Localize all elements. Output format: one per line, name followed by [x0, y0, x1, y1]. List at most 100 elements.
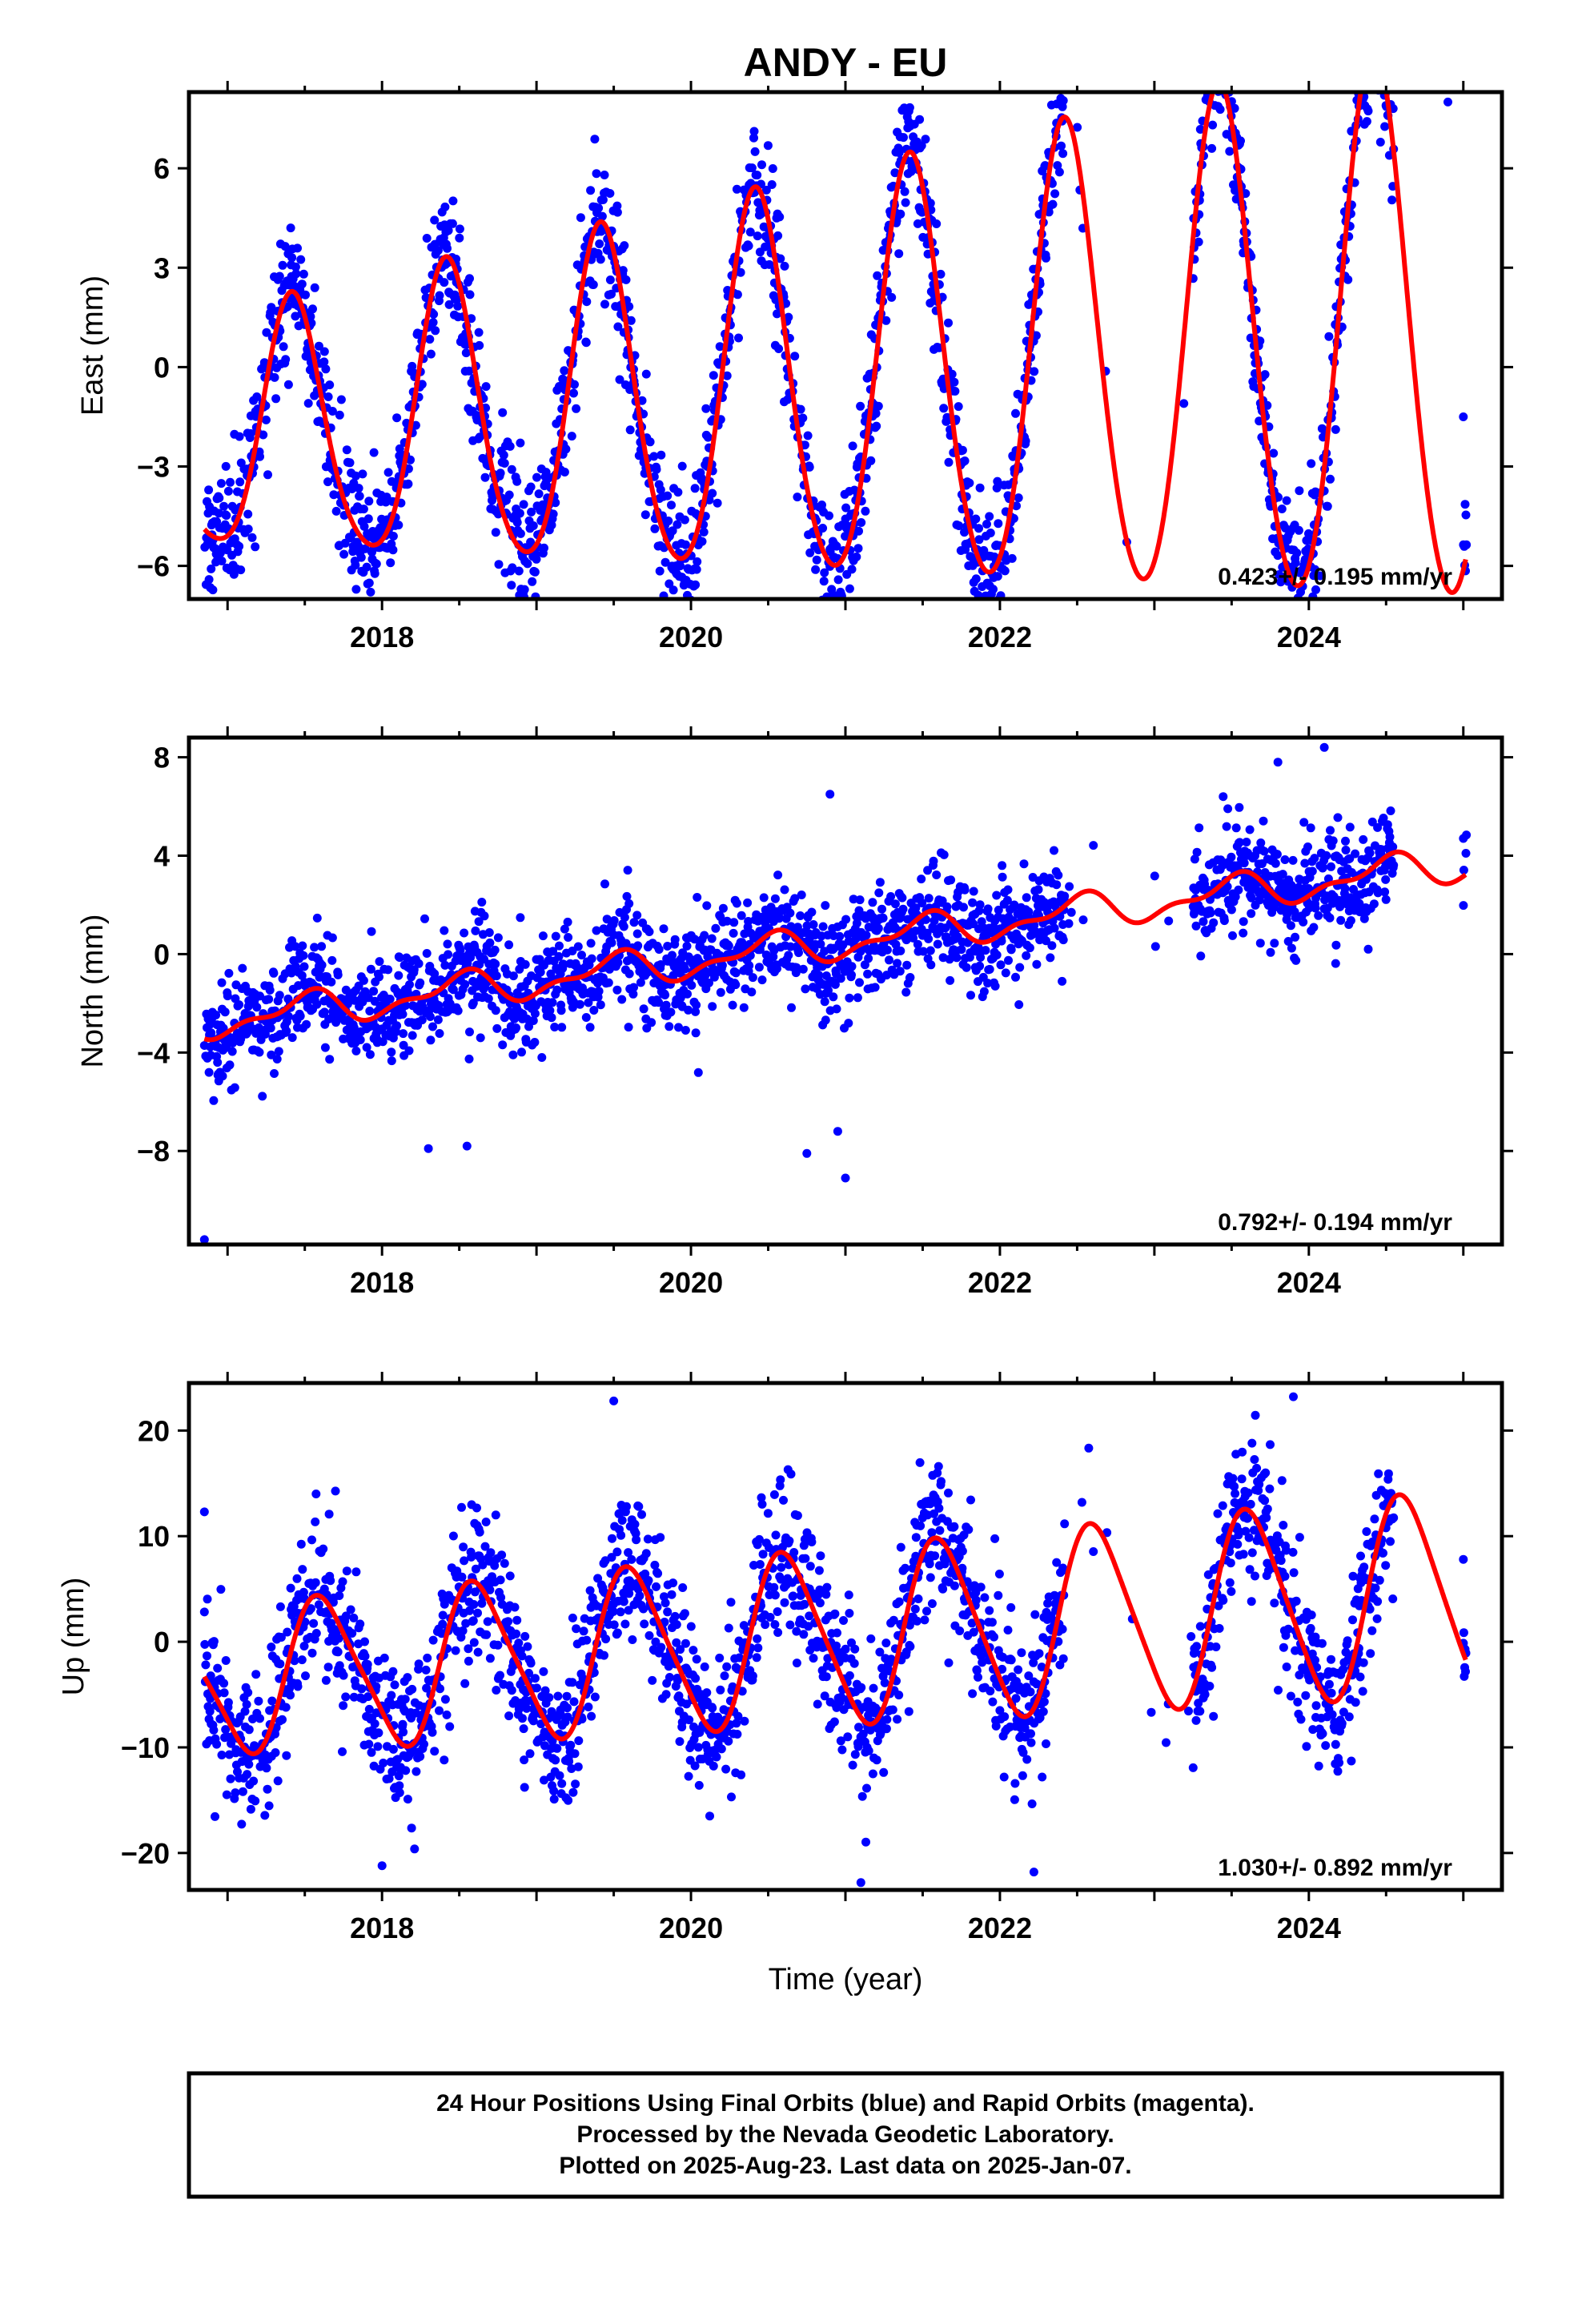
east-data-point — [299, 269, 308, 279]
east-data-point — [592, 169, 601, 179]
north-data-point — [387, 1056, 396, 1066]
up-data-point — [341, 1692, 351, 1702]
north-data-point — [443, 939, 452, 949]
east-data-point — [971, 514, 981, 524]
east-data-point — [790, 352, 800, 361]
east-data-point — [650, 524, 660, 533]
east-data-point — [548, 509, 558, 519]
east-data-point — [1211, 36, 1220, 45]
north-data-point — [748, 973, 757, 983]
up-data-point — [497, 1550, 507, 1560]
north-data-point — [1271, 858, 1280, 868]
north-data-point — [223, 991, 232, 1001]
north-data-point — [327, 977, 336, 987]
up-data-point — [520, 1783, 529, 1792]
north-data-point — [504, 940, 514, 950]
east-data-point — [1379, 64, 1387, 73]
east-data-point — [475, 340, 484, 350]
north-data-point — [930, 916, 939, 926]
east-data-point — [982, 520, 991, 529]
east-data-point — [278, 260, 287, 270]
up-data-point — [500, 1558, 509, 1568]
up-data-point — [306, 1604, 315, 1614]
up-data-point — [440, 1695, 450, 1704]
north-data-point — [785, 942, 795, 951]
north-data-point — [816, 939, 825, 949]
up-data-point — [209, 1725, 219, 1735]
up-data-point — [675, 1737, 685, 1747]
east-y-tick-label: 3 — [154, 251, 170, 284]
north-data-point — [477, 898, 487, 907]
east-data-point — [359, 505, 368, 514]
up-data-point — [485, 1585, 495, 1594]
up-data-point — [593, 1574, 603, 1583]
east-data-point — [1357, 59, 1366, 68]
east-data-point — [219, 501, 229, 511]
east-data-point — [394, 521, 404, 530]
up-data-point — [410, 1844, 420, 1854]
up-data-point — [243, 1688, 253, 1697]
north-data-point — [265, 985, 275, 995]
east-data-point — [1134, 609, 1143, 617]
east-outlier-point — [676, 561, 685, 571]
east-data-point — [640, 510, 650, 520]
up-data-point — [485, 1654, 495, 1663]
up-data-point — [219, 1688, 229, 1698]
up-data-point — [590, 1692, 600, 1702]
north-y-tick-label: 0 — [154, 938, 170, 971]
up-data-point — [609, 1620, 619, 1630]
north-data-point — [661, 1000, 671, 1010]
north-outlier-point — [825, 790, 835, 799]
up-data-point — [298, 1565, 307, 1574]
north-data-point — [1223, 804, 1233, 814]
north-data-point — [498, 1040, 508, 1050]
north-data-point — [975, 900, 985, 910]
up-data-point — [411, 1708, 420, 1718]
up-data-point — [323, 1663, 333, 1672]
east-data-point — [465, 274, 474, 283]
east-data-point — [1381, 42, 1390, 50]
north-outlier-point — [199, 1235, 209, 1244]
up-data-point — [458, 1626, 468, 1635]
up-data-point — [653, 1569, 663, 1578]
north-data-point — [1046, 953, 1055, 963]
north-data-point — [312, 913, 322, 923]
north-data-point — [1373, 888, 1383, 898]
north-data-point — [524, 1022, 533, 1031]
north-data-point — [996, 960, 1006, 970]
east-data-point — [1030, 367, 1039, 376]
east-data-point — [588, 280, 598, 289]
east-x-tick-label: 2020 — [659, 621, 723, 653]
up-data-point — [216, 1585, 226, 1594]
up-data-point — [286, 1583, 295, 1593]
east-data-point — [1460, 500, 1470, 509]
east-data-point — [749, 127, 759, 136]
north-data-point — [926, 946, 935, 955]
up-data-point — [206, 1694, 215, 1703]
east-data-point — [1195, 125, 1205, 134]
east-data-point — [965, 478, 974, 488]
up-data-point — [342, 1566, 351, 1576]
north-data-point — [537, 1053, 547, 1062]
east-data-point — [645, 437, 655, 447]
north-data-point — [845, 993, 854, 1003]
up-data-point — [669, 1578, 678, 1588]
up-data-point — [464, 1644, 473, 1654]
east-data-point — [1203, 62, 1211, 70]
east-data-point — [516, 529, 525, 538]
east-data-point — [1031, 331, 1041, 340]
north-data-point — [1192, 847, 1202, 857]
north-data-point — [225, 1060, 235, 1070]
east-data-point — [989, 585, 998, 594]
east-data-point — [246, 428, 255, 438]
up-data-point — [631, 1529, 640, 1538]
east-data-point — [832, 601, 841, 609]
up-data-point — [567, 1764, 576, 1773]
east-data-point — [455, 224, 464, 234]
up-data-point — [689, 1646, 698, 1655]
east-data-point — [329, 490, 339, 500]
north-data-point — [1459, 901, 1468, 911]
up-data-point — [540, 1775, 548, 1785]
north-data-point — [327, 933, 337, 943]
east-data-point — [296, 255, 306, 264]
